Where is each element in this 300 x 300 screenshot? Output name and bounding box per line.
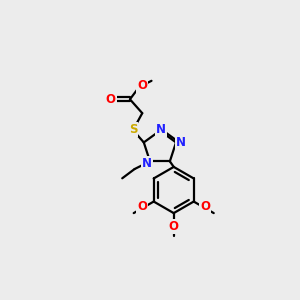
- Text: S: S: [129, 123, 137, 136]
- Text: N: N: [142, 157, 152, 170]
- Text: O: O: [106, 93, 116, 106]
- Text: O: O: [137, 200, 147, 213]
- Text: O: O: [169, 220, 179, 233]
- Text: N: N: [176, 136, 186, 149]
- Text: O: O: [200, 200, 210, 213]
- Text: O: O: [137, 79, 147, 92]
- Text: N: N: [156, 123, 166, 136]
